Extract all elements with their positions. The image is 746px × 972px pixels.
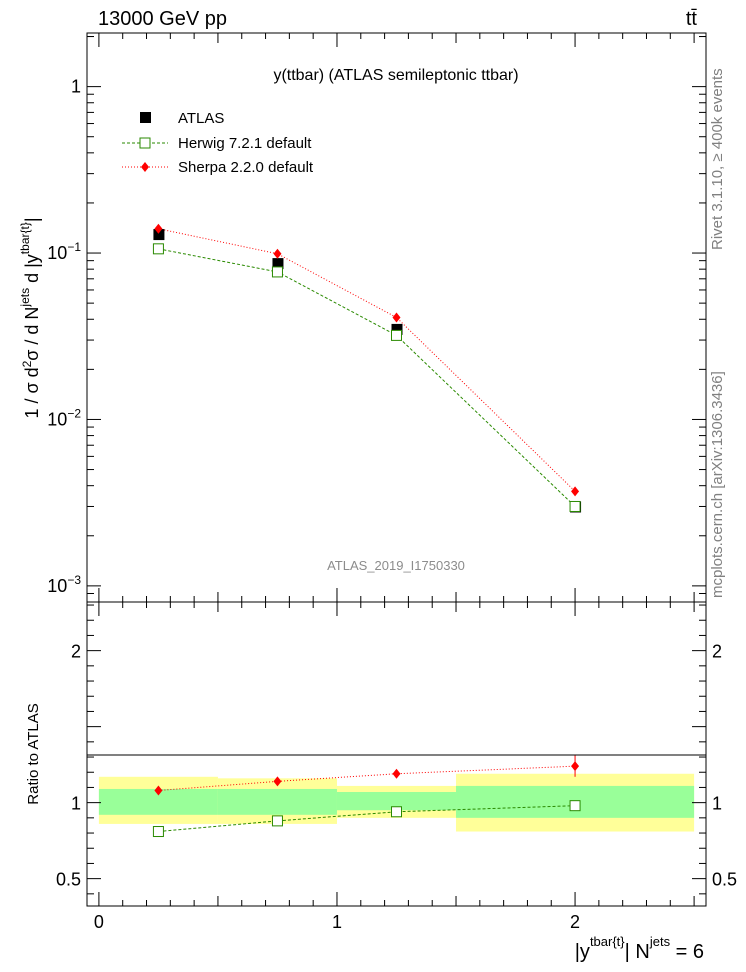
main-panel: 1 10−1 10−2 10−3 y(ttbar) (ATLAS semilepton… — [18, 32, 707, 603]
ratio-y-tick-label: 1 — [71, 794, 81, 814]
herwig-point — [391, 329, 402, 341]
atlas-point — [272, 258, 284, 270]
ratio-x-axis: 0 1 2 — [94, 602, 695, 932]
ratio-y-tick-label-right: 0.5 — [712, 870, 737, 890]
herwig-ratio-point — [569, 800, 581, 812]
ratio-frame — [86, 601, 707, 907]
energy-label: 13000 GeV pp — [98, 8, 227, 30]
ratio-stat-band — [217, 788, 337, 815]
main-series-layer — [152, 223, 582, 513]
main-x-ticks — [98, 33, 695, 602]
x-axis-label: |ytbar{t}| Njets = 6 — [575, 934, 704, 963]
process-label: tt̄ — [686, 8, 698, 30]
legend-sherpa-marker — [141, 162, 149, 172]
sherpa-ratio-point — [571, 761, 580, 772]
ratio-uncertainty-bands — [98, 773, 695, 832]
ratio-y-tick-label-right: 1 — [712, 794, 722, 814]
ratio-y-axis-label: Ratio to ATLAS — [25, 703, 42, 804]
herwig-ratio-point — [271, 815, 283, 827]
sherpa-ratio-point — [154, 785, 163, 796]
main-y-tick-label: 10−3 — [47, 573, 81, 596]
ratio-panel: 0.5 0.5 1 1 2 2 0 1 2 Ratio to ATLAS |ytbar{t}|… — [25, 601, 737, 963]
atlas-point — [153, 229, 165, 241]
legend-herwig-label: Herwig 7.2.1 default — [178, 135, 312, 152]
main-y-axis: 1 10−1 10−2 10−3 — [47, 36, 706, 603]
sherpa-ratio-point — [273, 776, 282, 787]
chart-title: y(ttbar) (ATLAS semileptonic ttbar) — [273, 67, 518, 84]
sherpa-line — [158, 228, 576, 492]
ratio-x-tick-label: 2 — [570, 912, 580, 932]
ratio-x-tick-label: 1 — [332, 912, 342, 932]
sherpa-ratio-point — [392, 768, 401, 779]
watermark: ATLAS_2019_I1750330 — [327, 558, 465, 573]
herwig-point — [569, 500, 581, 512]
main-y-tick-label: 10−1 — [47, 240, 81, 263]
sherpa-point — [154, 223, 163, 234]
herwig-point — [152, 243, 164, 255]
herwig-line — [158, 248, 576, 507]
ratio-y-tick-label-right: 2 — [712, 642, 722, 662]
legend-sherpa-label: Sherpa 2.2.0 default — [178, 159, 314, 176]
ratio-stat-band — [336, 792, 457, 811]
main-y-tick-label: 1 — [71, 77, 81, 97]
legend: ATLAS Herwig 7.2.1 default Sherpa 2.2.0 … — [122, 110, 314, 176]
mcplots-label: mcplots.cern.ch [arXiv:1306.3436] — [709, 371, 726, 598]
atlas-point — [391, 323, 403, 335]
sherpa-point — [273, 248, 282, 259]
ratio-y-tick-label: 0.5 — [56, 870, 81, 890]
rivet-label: Rivet 3.1.10, ≥ 400k events — [709, 68, 726, 250]
legend-atlas-marker — [140, 112, 151, 123]
herwig-ratio-point — [152, 826, 164, 838]
sherpa-point — [392, 312, 401, 323]
ratio-series-layer — [152, 755, 581, 838]
ratio-y-axis: 0.5 0.5 1 1 2 2 — [56, 604, 737, 895]
main-y-axis-label: 1 / σ d2σ / d Njets d |ytbar{t}| — [18, 217, 42, 418]
main-y-tick-label: 10−2 — [47, 406, 81, 429]
herwig-ratio-point — [391, 806, 402, 818]
ratio-x-tick-label: 0 — [94, 912, 104, 932]
sherpa-point — [571, 486, 580, 497]
ratio-y-tick-label: 2 — [71, 642, 81, 662]
legend-herwig-marker — [139, 137, 151, 149]
legend-atlas-label: ATLAS — [178, 110, 224, 127]
herwig-point — [271, 266, 283, 278]
